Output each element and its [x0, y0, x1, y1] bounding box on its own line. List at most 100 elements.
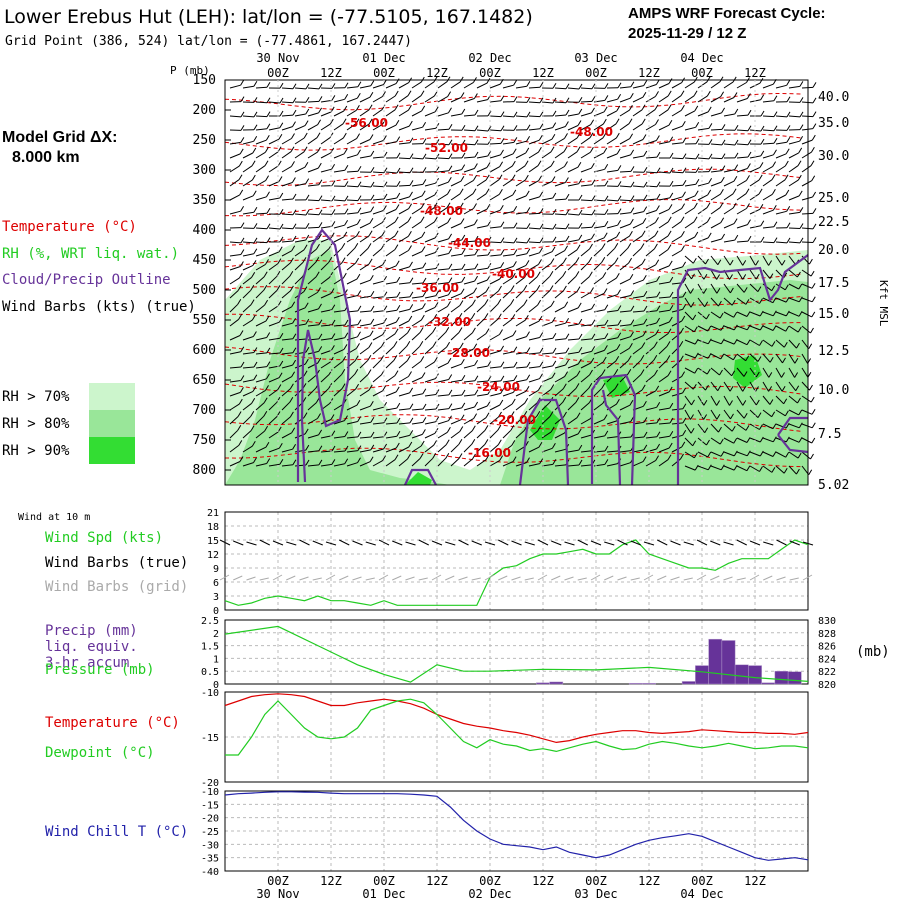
wind-barb-flag: [669, 180, 674, 187]
wind-barb: [580, 112, 592, 117]
wind-barb-flag: [526, 207, 531, 213]
wind-barb-flag: [773, 221, 778, 228]
wind-barb-flag: [617, 332, 622, 338]
wind-barb: [723, 169, 735, 173]
wind-barb-flag: [537, 425, 542, 432]
wind-barb: [242, 195, 254, 201]
wind-barb: [463, 430, 473, 439]
time-axis-hour-label: 00Z: [373, 66, 395, 80]
wind-barb-flag: [551, 372, 556, 378]
wind-barb: [619, 138, 630, 145]
wind-barb-flag: [265, 175, 270, 181]
wind-barb: [632, 359, 642, 369]
wind-barb-flag: [279, 347, 284, 354]
wind-barb-flag: [265, 385, 269, 391]
grid-wind-barb: [564, 576, 574, 581]
wind-barb-flag: [513, 79, 518, 86]
wind-barb: [398, 282, 410, 285]
wind-barb: [307, 276, 317, 285]
wind-barb-flag: [380, 341, 385, 348]
wind-barb-flag: [448, 139, 453, 146]
wind-barb-flag: [292, 209, 297, 215]
wind-barb-flag: [396, 136, 401, 142]
wind-barb: [229, 444, 240, 453]
wind-barb-flag: [680, 327, 684, 334]
wind-barb: [320, 387, 330, 397]
wind-barb: [606, 169, 618, 173]
wind-barb-flag: [264, 425, 269, 432]
wind-barb-flag: [690, 414, 694, 420]
wind-barb-flag: [474, 125, 479, 131]
wind-barb: [307, 402, 317, 411]
wind-barb: [359, 222, 371, 229]
wind-barb: [502, 141, 514, 145]
wind-barb-flag: [239, 456, 244, 462]
wind-barb: [749, 339, 760, 346]
isotherm-line: [224, 235, 802, 255]
grid-wind-barb: [431, 574, 442, 581]
surface-wind-barb: [590, 540, 602, 546]
wind-barb: [788, 367, 796, 378]
wind-barb-flag: [330, 414, 335, 420]
wind-barb: [619, 462, 631, 467]
wind-barb-flag: [797, 326, 802, 333]
wind-barb-flag: [292, 121, 296, 127]
wind-barb: [684, 110, 696, 117]
wind-barb-flag: [693, 326, 698, 333]
wind-barb-flag: [328, 383, 333, 389]
wind-barb-flag: [693, 202, 698, 209]
wind-barb: [606, 123, 617, 131]
wind-barb-flag: [682, 191, 686, 198]
wind-barb: [762, 381, 770, 392]
pressure-unit-label: (mb): [856, 644, 890, 660]
wind-barb: [242, 445, 253, 453]
wind-barb: [788, 325, 799, 333]
wind-barb: [463, 81, 474, 89]
wind-barb-flag: [383, 305, 388, 312]
wind-barb-flag: [668, 78, 673, 84]
wind-barb-flag: [785, 310, 790, 317]
wind-barb-flag: [755, 273, 760, 280]
isotherm-line: [224, 133, 802, 151]
wind-barb: [528, 101, 541, 104]
wind-barb: [359, 123, 370, 131]
wind-barb-flag: [445, 452, 450, 459]
wind-barb: [619, 310, 631, 313]
wind-barb: [619, 154, 631, 159]
wind-barb: [424, 295, 436, 299]
surface-wind-barb: [312, 540, 323, 546]
wind-barb: [788, 283, 800, 290]
wind-barb-flag: [730, 413, 734, 420]
wind-barb: [489, 115, 502, 118]
wind-barb-flag: [356, 218, 361, 225]
wind-barb: [515, 253, 527, 257]
wind-barb-flag: [448, 263, 453, 270]
wind-barb: [359, 155, 371, 159]
wind-barb-flag: [393, 355, 398, 361]
wind-barb-flag: [729, 385, 734, 392]
wind-barb: [255, 320, 267, 327]
surface-wind-barb: [352, 540, 363, 546]
wind-barb: [268, 389, 279, 397]
wind-barb: [229, 429, 239, 439]
wind-barb: [294, 125, 306, 131]
wind-barb: [385, 83, 397, 89]
wind-barb-flag: [239, 148, 244, 155]
wind-barb: [801, 409, 813, 415]
wind-barb: [645, 359, 655, 369]
precip-bar: [748, 665, 762, 685]
wind-barb: [541, 352, 554, 355]
wind-barb-flag: [253, 124, 258, 130]
height-tick-label: 35.0: [818, 116, 849, 131]
wind-barb-flag: [693, 90, 698, 97]
wind-barb: [632, 96, 644, 103]
wind-barb: [775, 465, 785, 474]
wind-barb-flag: [500, 149, 504, 156]
wind-barb-flag: [279, 192, 284, 199]
wind-barb: [294, 249, 305, 257]
wind-barb: [580, 137, 591, 145]
wind-barb-flag: [500, 221, 505, 227]
wind-barb: [567, 125, 579, 131]
wind-barb-flag: [330, 147, 335, 154]
wind-barb-flag: [279, 236, 284, 243]
